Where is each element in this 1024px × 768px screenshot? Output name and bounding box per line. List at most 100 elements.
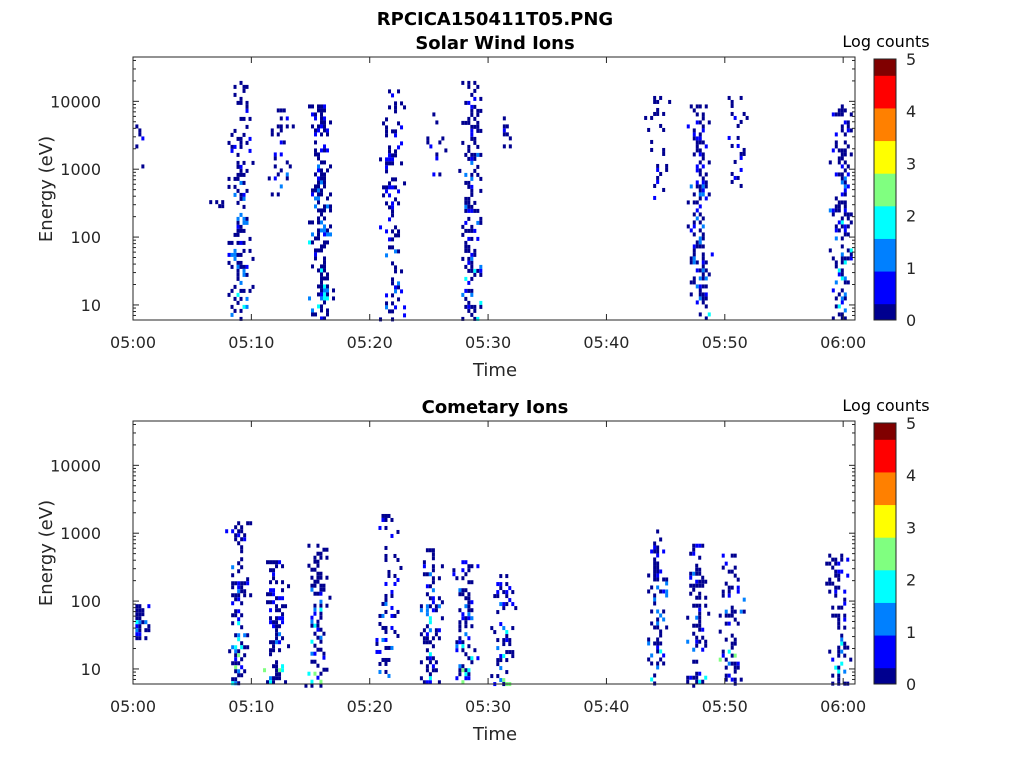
- data-cell: [849, 220, 853, 225]
- data-cell: [135, 604, 139, 609]
- colorbar-segment: [874, 622, 896, 628]
- colorbar-segment: [874, 512, 896, 518]
- data-cell: [698, 136, 702, 141]
- data-cell: [843, 184, 847, 189]
- data-cell: [828, 649, 832, 654]
- data-cell: [231, 661, 235, 666]
- data-cell: [310, 659, 314, 664]
- colorbar-segment: [874, 201, 896, 207]
- data-cell: [467, 144, 471, 149]
- data-cell: [326, 288, 330, 293]
- data-cell: [502, 642, 506, 647]
- data-cell: [834, 260, 838, 265]
- data-cell: [834, 573, 838, 578]
- data-cell: [242, 180, 246, 185]
- data-cell: [695, 675, 699, 680]
- data-cell: [724, 621, 728, 626]
- data-cell: [272, 644, 276, 649]
- data-cell: [846, 184, 850, 189]
- data-cell: [242, 88, 246, 93]
- data-cell: [284, 604, 288, 609]
- data-cell: [388, 161, 392, 166]
- data-cell: [284, 680, 288, 685]
- data-cell: [316, 627, 320, 632]
- data-cell: [470, 264, 474, 269]
- data-cell: [322, 583, 326, 588]
- colorbar-segment: [874, 643, 896, 648]
- colorbar-segment: [874, 537, 896, 542]
- data-cell: [249, 521, 253, 526]
- data-cell: [322, 651, 326, 656]
- data-cell: [311, 112, 315, 117]
- data-cell: [237, 669, 241, 674]
- data-cell: [704, 595, 708, 600]
- data-cell: [698, 591, 702, 596]
- data-cell: [490, 626, 494, 631]
- data-cell: [431, 600, 435, 605]
- data-cell: [698, 152, 702, 157]
- data-cell: [323, 148, 327, 153]
- data-cell: [425, 584, 429, 589]
- data-cell: [704, 268, 708, 273]
- data-cell: [733, 617, 737, 622]
- data-cell: [394, 289, 398, 294]
- data-cell: [496, 590, 500, 595]
- data-cell: [275, 632, 279, 637]
- colorbar-segment: [874, 541, 896, 546]
- data-cell: [326, 228, 330, 233]
- data-cell: [665, 167, 669, 172]
- colorbar-segment: [874, 226, 896, 231]
- data-cell: [656, 645, 660, 650]
- data-cell: [251, 160, 255, 165]
- data-cell: [704, 603, 708, 608]
- data-cell: [695, 180, 699, 185]
- data-cell: [135, 632, 139, 637]
- data-cell: [385, 253, 389, 258]
- data-cell: [332, 288, 336, 293]
- data-cell: [317, 284, 321, 289]
- data-cell: [248, 136, 252, 141]
- data-cell: [742, 597, 746, 602]
- colorbar-tick-label: 5: [906, 414, 916, 433]
- data-cell: [385, 229, 389, 234]
- data-cell: [467, 260, 471, 265]
- data-cell: [323, 276, 327, 281]
- x-tick-label: 05:20: [347, 697, 393, 716]
- data-cell: [647, 127, 651, 132]
- data-cell: [464, 208, 468, 213]
- x-tick-label: 05:40: [583, 333, 629, 352]
- data-cell: [479, 304, 483, 309]
- data-cell: [234, 649, 238, 654]
- data-cell: [831, 581, 835, 586]
- colorbar-segment: [874, 112, 896, 117]
- data-cell: [251, 284, 255, 289]
- data-cell: [455, 644, 459, 649]
- data-cell: [476, 152, 480, 157]
- data-cell: [704, 104, 708, 109]
- data-cell: [464, 240, 468, 245]
- data-cell: [313, 671, 317, 676]
- data-cell: [701, 679, 705, 684]
- data-cell: [138, 624, 142, 629]
- data-cell: [843, 192, 847, 197]
- y-tick-label: 10000: [50, 92, 101, 111]
- data-cell: [379, 157, 383, 162]
- data-cell: [467, 600, 471, 605]
- colorbar-segment: [874, 67, 896, 72]
- data-cell: [239, 172, 243, 177]
- data-cell: [849, 256, 853, 261]
- data-cell: [701, 579, 705, 584]
- data-cell: [313, 651, 317, 656]
- x-tick-label: 06:00: [820, 697, 866, 716]
- data-cell: [834, 569, 838, 574]
- data-cell: [656, 625, 660, 630]
- data-cell: [239, 264, 243, 269]
- data-cell: [269, 648, 273, 653]
- colorbar-tick-label: 4: [906, 102, 916, 121]
- data-cell: [319, 671, 323, 676]
- data-cell: [511, 590, 515, 595]
- data-cell: [314, 256, 318, 261]
- colorbar-segment: [874, 303, 896, 309]
